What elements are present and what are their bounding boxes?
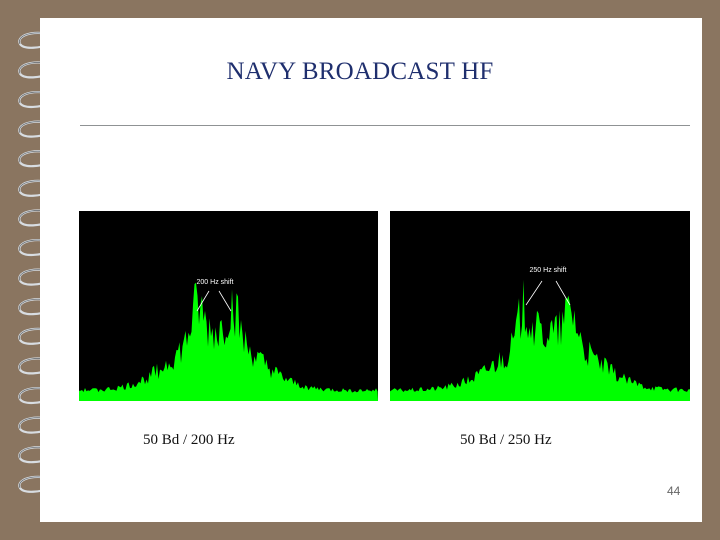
annotation-label-right: 250 Hz shift bbox=[530, 267, 567, 274]
title-divider bbox=[80, 125, 690, 126]
caption-right: 50 Bd / 250 Hz bbox=[460, 432, 552, 448]
spectrum-image-right: 250 Hz shift bbox=[390, 211, 690, 401]
page-number: 44 bbox=[667, 484, 681, 498]
annotation-arrow-left-b bbox=[218, 290, 232, 312]
spectrum-trace-right bbox=[390, 279, 690, 401]
annotation-arrow-right-b bbox=[555, 280, 571, 306]
annotation-arrow-left-a bbox=[196, 290, 210, 312]
annotation-arrow-right-a bbox=[525, 280, 543, 306]
spectrum-image-left: 200 Hz shift bbox=[79, 211, 378, 401]
caption-left: 50 Bd / 200 Hz bbox=[143, 432, 235, 448]
spectrum-trace-left bbox=[79, 282, 378, 401]
annotation-label-left: 200 Hz shift bbox=[197, 279, 234, 286]
page-title: NAVY BROADCAST HF bbox=[226, 58, 494, 85]
